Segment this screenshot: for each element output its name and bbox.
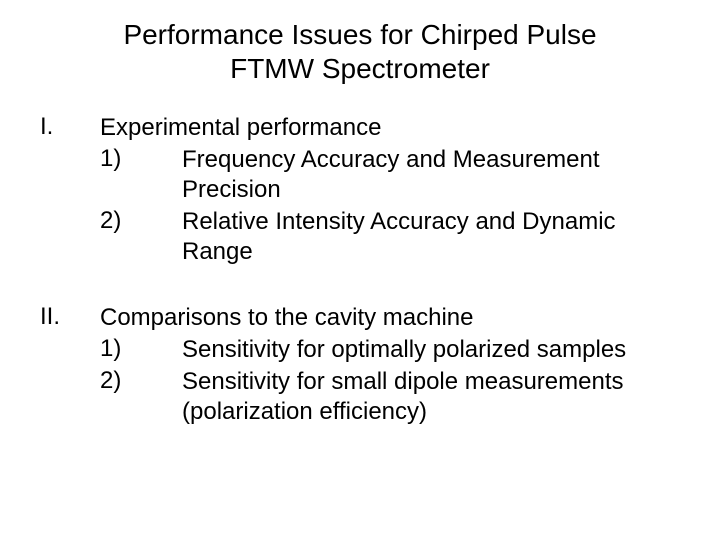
item-text: Frequency Accuracy and Measurement Preci… bbox=[170, 145, 680, 205]
item-text: Sensitivity for small dipole measurement… bbox=[170, 367, 680, 427]
list-item: 2) Relative Intensity Accuracy and Dynam… bbox=[40, 207, 680, 267]
title-line-1: Performance Issues for Chirped Pulse bbox=[123, 19, 596, 50]
title-line-2: FTMW Spectrometer bbox=[230, 53, 490, 84]
item-number: 2) bbox=[40, 367, 170, 395]
sub-list: 1) Frequency Accuracy and Measurement Pr… bbox=[40, 145, 680, 267]
item-number: 1) bbox=[40, 145, 170, 173]
item-text: Sensitivity for optimally polarized samp… bbox=[170, 335, 626, 365]
section-roman-numeral: II. bbox=[40, 303, 100, 331]
item-number: 1) bbox=[40, 335, 170, 363]
section-heading: Comparisons to the cavity machine bbox=[100, 303, 474, 333]
sub-list: 1) Sensitivity for optimally polarized s… bbox=[40, 335, 680, 427]
section-2: II. Comparisons to the cavity machine 1)… bbox=[40, 303, 680, 427]
section-1: I. Experimental performance 1) Frequency… bbox=[40, 113, 680, 267]
list-item: 2) Sensitivity for small dipole measurem… bbox=[40, 367, 680, 427]
list-item: 1) Sensitivity for optimally polarized s… bbox=[40, 335, 680, 365]
section-header-row: I. Experimental performance bbox=[40, 113, 680, 143]
item-number: 2) bbox=[40, 207, 170, 235]
section-header-row: II. Comparisons to the cavity machine bbox=[40, 303, 680, 333]
item-text: Relative Intensity Accuracy and Dynamic … bbox=[170, 207, 680, 267]
list-item: 1) Frequency Accuracy and Measurement Pr… bbox=[40, 145, 680, 205]
slide-title: Performance Issues for Chirped Pulse FTM… bbox=[40, 18, 680, 85]
section-roman-numeral: I. bbox=[40, 113, 100, 141]
section-heading: Experimental performance bbox=[100, 113, 381, 143]
